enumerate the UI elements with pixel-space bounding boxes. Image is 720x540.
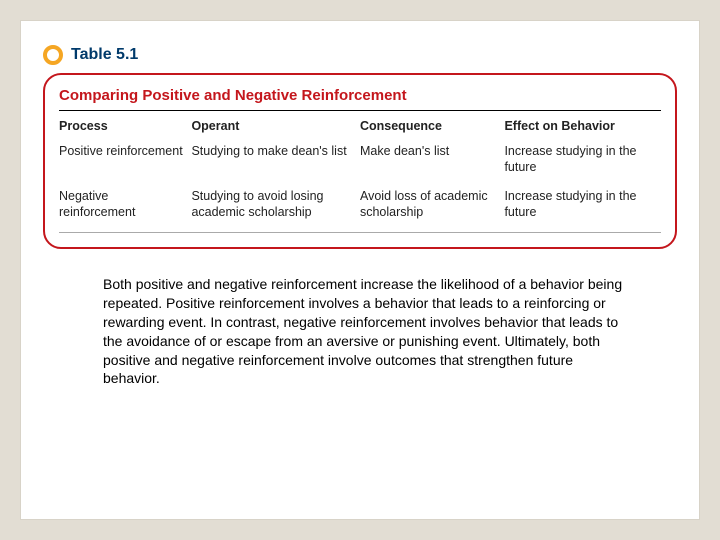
reinforcement-table: Process Operant Consequence Effect on Be… xyxy=(59,117,661,228)
cell: Studying to avoid losing academic schola… xyxy=(191,184,360,229)
col-header: Effect on Behavior xyxy=(504,117,661,139)
caption-text: Both positive and negative reinforcement… xyxy=(103,275,629,388)
table-title: Comparing Positive and Negative Reinforc… xyxy=(59,87,661,104)
cell: Studying to make dean's list xyxy=(191,139,360,184)
table-number-row: Table 5.1 xyxy=(43,45,677,65)
col-header: Consequence xyxy=(360,117,504,139)
table-number: Table 5.1 xyxy=(71,46,138,64)
cell: Positive reinforcement xyxy=(59,139,191,184)
cell: Avoid loss of academic scholarship xyxy=(360,184,504,229)
bullet-circle-icon xyxy=(43,45,63,65)
col-header: Operant xyxy=(191,117,360,139)
table-figure: Table 5.1 Comparing Positive and Negativ… xyxy=(43,45,677,249)
cell: Negative reinforcement xyxy=(59,184,191,229)
cell: Increase studying in the future xyxy=(504,184,661,229)
slide-card: Table 5.1 Comparing Positive and Negativ… xyxy=(20,20,700,520)
col-header: Process xyxy=(59,117,191,139)
footer-rule xyxy=(59,232,661,233)
table-header-row: Process Operant Consequence Effect on Be… xyxy=(59,117,661,139)
table-frame: Comparing Positive and Negative Reinforc… xyxy=(43,73,677,249)
cell: Make dean's list xyxy=(360,139,504,184)
table-row: Negative reinforcement Studying to avoid… xyxy=(59,184,661,229)
header-rule xyxy=(59,110,661,111)
table-row: Positive reinforcement Studying to make … xyxy=(59,139,661,184)
cell: Increase studying in the future xyxy=(504,139,661,184)
